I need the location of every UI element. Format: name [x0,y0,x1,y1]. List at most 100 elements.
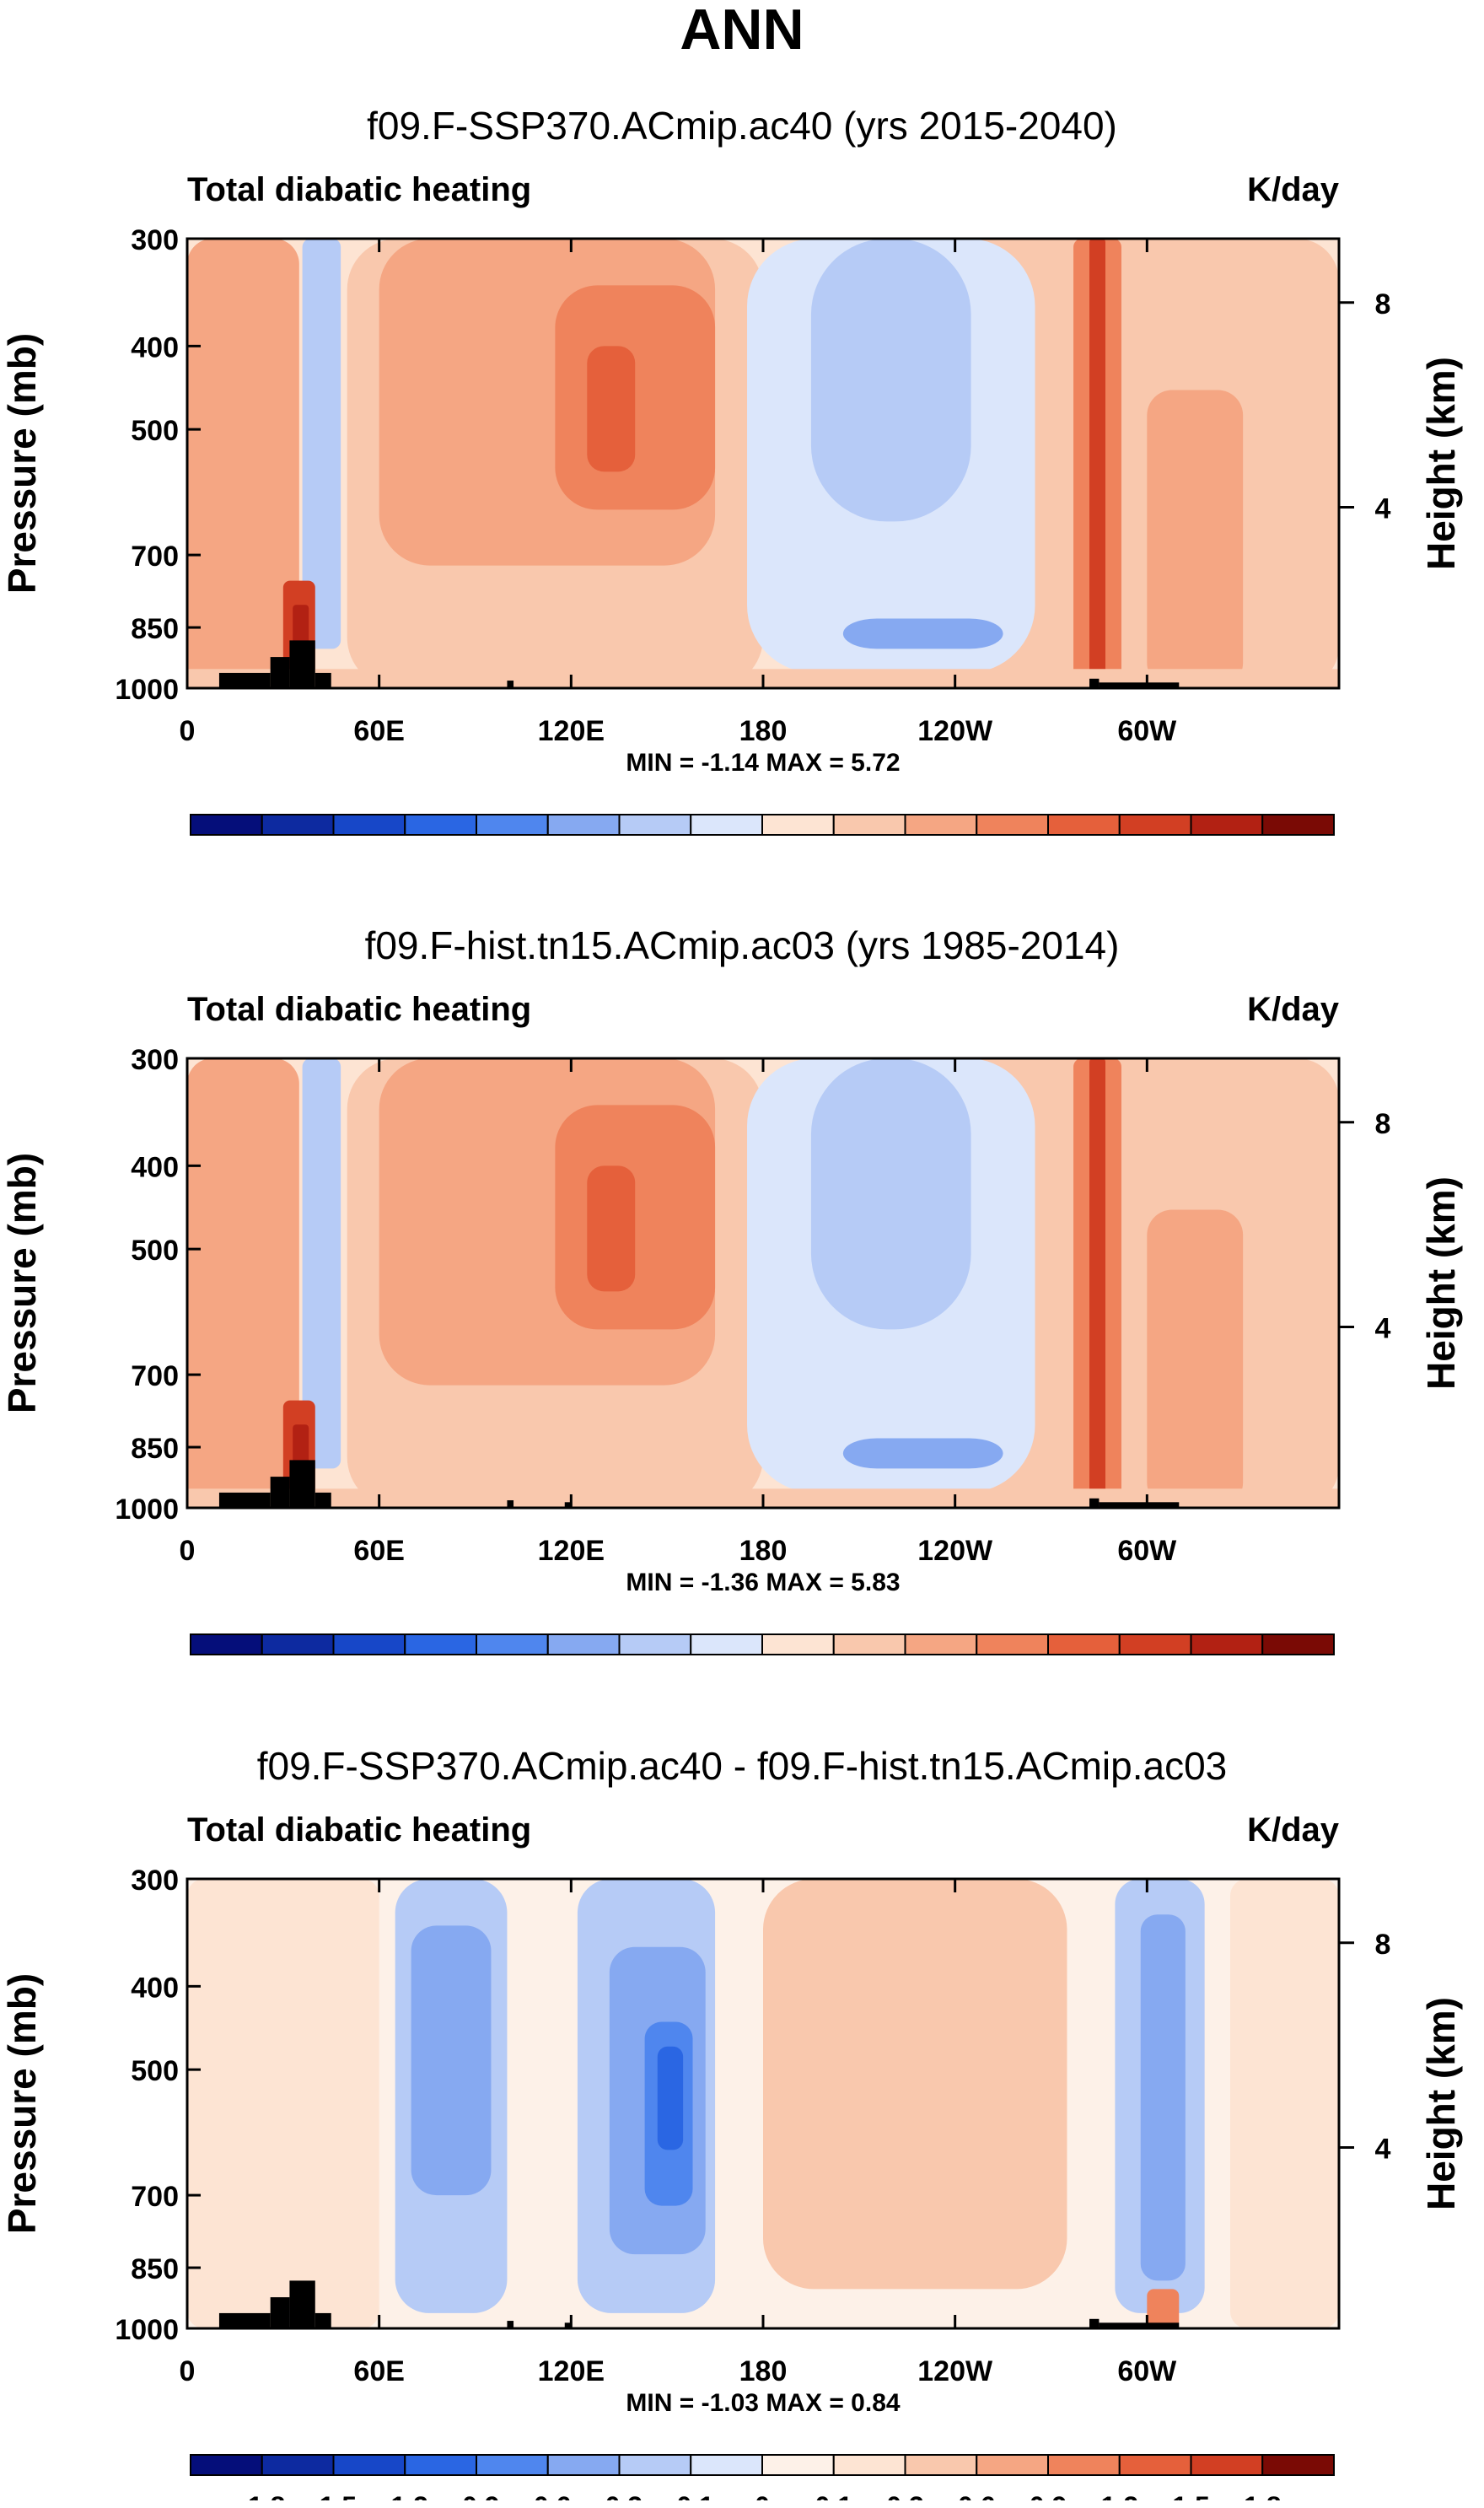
chart-title: f09.F-SSP370.ACmip.ac40 (yrs 2015-2040) [367,104,1117,148]
topography-mask [1089,2318,1100,2328]
y2-axis-label: Height (km) [1419,357,1463,570]
y-tick-label: 700 [131,2181,179,2213]
y-tick-label: 300 [131,1044,179,1076]
field-warm-diff-max [1147,2289,1180,2328]
colorbar-swatch [546,2454,621,2476]
topography-mask [315,2312,331,2328]
x-tick-label: 120W [917,715,993,747]
y-tick-label: 850 [131,1433,179,1465]
y-tick-label: 850 [131,2253,179,2285]
panel-ssp370: f09.F-SSP370.ACmip.ac40 (yrs 2015-2040) T… [0,84,1484,843]
y-tick-label: 850 [131,613,179,645]
topography-mask [270,2297,290,2328]
contour-field [187,239,1339,688]
contour-field [187,1879,1339,2328]
colorbar-label: -0.9 [453,2491,499,2500]
colorbar-label: 1.2 [1101,2491,1138,2500]
colorbar-swatch [1118,2454,1192,2476]
colorbar-swatch [190,2454,263,2476]
colorbar-swatch [976,814,1049,836]
x-tick-label: 60W [1117,2355,1177,2387]
colorbar-swatch [261,2454,335,2476]
chart-title: f09.F-hist.tn15.ACmip.ac03 (yrs 1985-201… [365,923,1120,967]
y2-tick-label: 4 [1375,2134,1391,2166]
y-tick-label: 1000 [115,1493,179,1526]
topography-mask [289,640,315,688]
topography-mask [1099,2322,1180,2328]
units-label: K/day [1247,1811,1340,1849]
colorbar-label: -1.8 [239,2491,285,2500]
y2-tick-label: 8 [1375,1929,1391,1961]
field-amazon-max [1089,1058,1106,1508]
y2-tick-label: 8 [1375,1108,1391,1140]
x-tick-label: 180 [739,2355,788,2387]
x-tick-label: 120W [917,2355,993,2387]
contour-field [187,1058,1339,1508]
colorbar-swatch [904,2454,978,2476]
y-tick-label: 500 [131,415,179,447]
y2-tick-label: 4 [1375,493,1391,525]
colorbar-swatch [761,2454,835,2476]
colorbar-label: 0.6 [958,2491,995,2500]
panel-hist: f09.F-hist.tn15.ACmip.ac03 (yrs 1985-201… [0,904,1484,1663]
y-tick-label: 700 [131,1360,179,1392]
min-max-label: MIN = -1.14 MAX = 5.72 [626,749,900,777]
topography-mask [270,1477,290,1508]
colorbar-swatch [546,1633,621,1655]
field-cool-strip [302,239,341,649]
topography-mask [270,657,290,688]
variable-label: Total diabatic heating [187,1811,531,1849]
field-warm-diff [1229,1879,1339,2328]
colorbar-label: -0.3 [596,2491,643,2500]
topography-mask [289,2280,315,2328]
field-cool-diff-core [411,1925,492,2196]
colorbar-label: 0.3 [886,2491,923,2500]
colorbar-swatch [1261,1633,1335,1655]
topography-mask [1089,678,1100,688]
colorbar-swatch [1190,814,1264,836]
field-cool-core [810,239,971,522]
topography-mask [1089,1498,1100,1508]
topography-mask [507,1500,514,1508]
panel-difference: f09.F-SSP370.ACmip.ac40 - f09.F-hist.tn1… [0,1725,1484,2500]
units-label: K/day [1247,991,1340,1028]
topography-mask [218,672,271,688]
colorbar-swatch [976,1633,1049,1655]
x-tick-label: 180 [739,1535,788,1567]
field-cool-core [810,1058,971,1330]
y2-tick-label: 4 [1375,1313,1391,1345]
colorbar-swatch [332,814,406,836]
colorbar-swatch [761,814,835,836]
y-tick-label: 500 [131,1235,179,1267]
units-label: K/day [1247,171,1340,208]
chart-svg: f09.F-SSP370.ACmip.ac40 (yrs 2015-2040) T… [0,104,1463,836]
colorbar-swatch [476,1633,549,1655]
colorbar-swatch [190,814,263,836]
y-axis-label: Pressure (mb) [0,1973,44,2234]
colorbar-swatch [1190,1633,1264,1655]
chart-title: f09.F-SSP370.ACmip.ac40 - f09.F-hist.tn1… [257,1744,1228,1788]
colorbar-swatch [190,1633,263,1655]
field-warm-max [587,346,636,472]
colorbar-swatch [832,814,906,836]
colorbar-label: 1.5 [1172,2491,1209,2500]
colorbar-swatch [1261,814,1335,836]
field-cool-boundary [842,618,1003,649]
min-max-label: MIN = -1.36 MAX = 5.83 [626,1569,900,1596]
x-tick-label: 0 [180,1535,196,1567]
colorbar-swatch [1047,1633,1121,1655]
chart-svg: f09.F-hist.tn15.ACmip.ac03 (yrs 1985-201… [0,923,1463,1655]
y-tick-label: 1000 [115,2314,179,2346]
field-cool-boundary [842,1438,1003,1469]
colorbar-swatch [832,1633,906,1655]
field-warm-diff [187,1879,379,2328]
x-tick-label: 120E [538,2355,605,2387]
min-max-label: MIN = -1.03 MAX = 0.84 [626,2389,900,2417]
colorbar-swatch [690,1633,763,1655]
colorbar-swatch [618,1633,692,1655]
x-tick-label: 120E [538,715,605,747]
topography-mask [564,1502,572,1508]
field-warm-max [587,1165,636,1292]
colorbar-swatch [332,1633,406,1655]
topography-mask [218,1492,271,1508]
